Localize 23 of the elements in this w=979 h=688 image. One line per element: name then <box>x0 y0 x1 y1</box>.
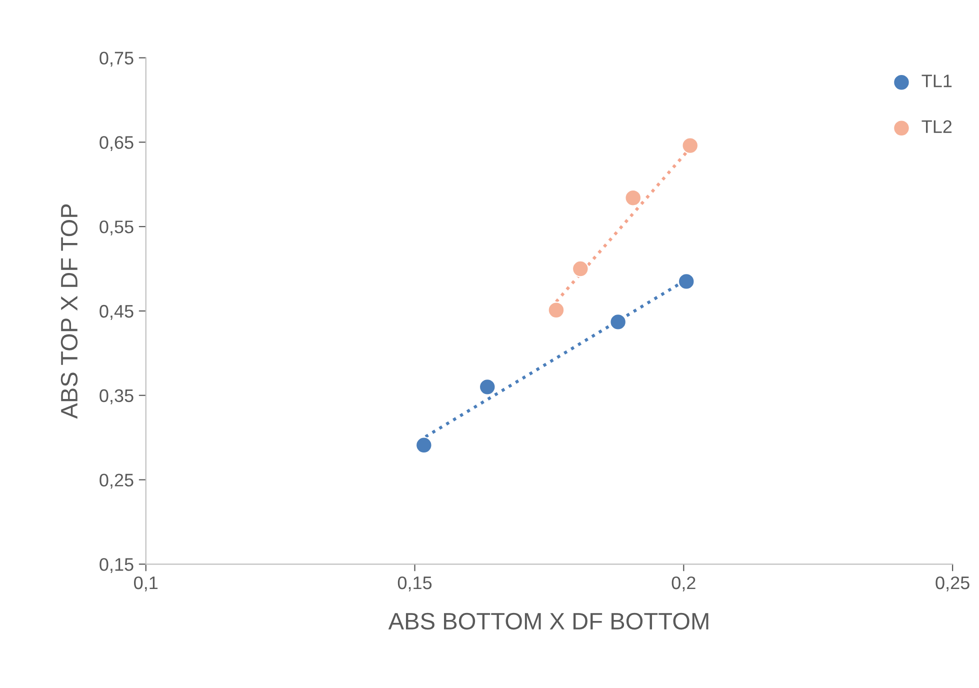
x-tick-label: 0,1 <box>134 576 158 592</box>
point <box>478 378 496 396</box>
x-axis-title: ABS BOTTOM X DF BOTTOM <box>388 612 708 630</box>
point <box>624 189 642 206</box>
x-tick-label: 0,2 <box>672 576 696 592</box>
y-tick-label: 0,75 <box>100 52 134 67</box>
y-tick-label: 0,65 <box>100 136 134 152</box>
point <box>415 436 432 454</box>
point <box>682 137 699 154</box>
legend-label: TL2 <box>922 120 952 133</box>
y-axis-title: ABS TOP X DF TOP <box>60 204 78 419</box>
point <box>678 272 695 290</box>
y-tick-label: 0,15 <box>100 558 134 574</box>
legend-label: TL1 <box>922 74 952 88</box>
x-tick-label: 0,25 <box>936 576 970 592</box>
y-tick-label: 0,55 <box>100 220 134 236</box>
y-tick-label: 0,45 <box>100 304 134 320</box>
point <box>548 302 565 319</box>
x-tick-label: 0,15 <box>398 576 432 592</box>
y-tick-label: 0,35 <box>100 389 134 404</box>
point <box>572 260 589 278</box>
point <box>610 313 627 330</box>
y-tick-label: 0,25 <box>100 474 134 489</box>
